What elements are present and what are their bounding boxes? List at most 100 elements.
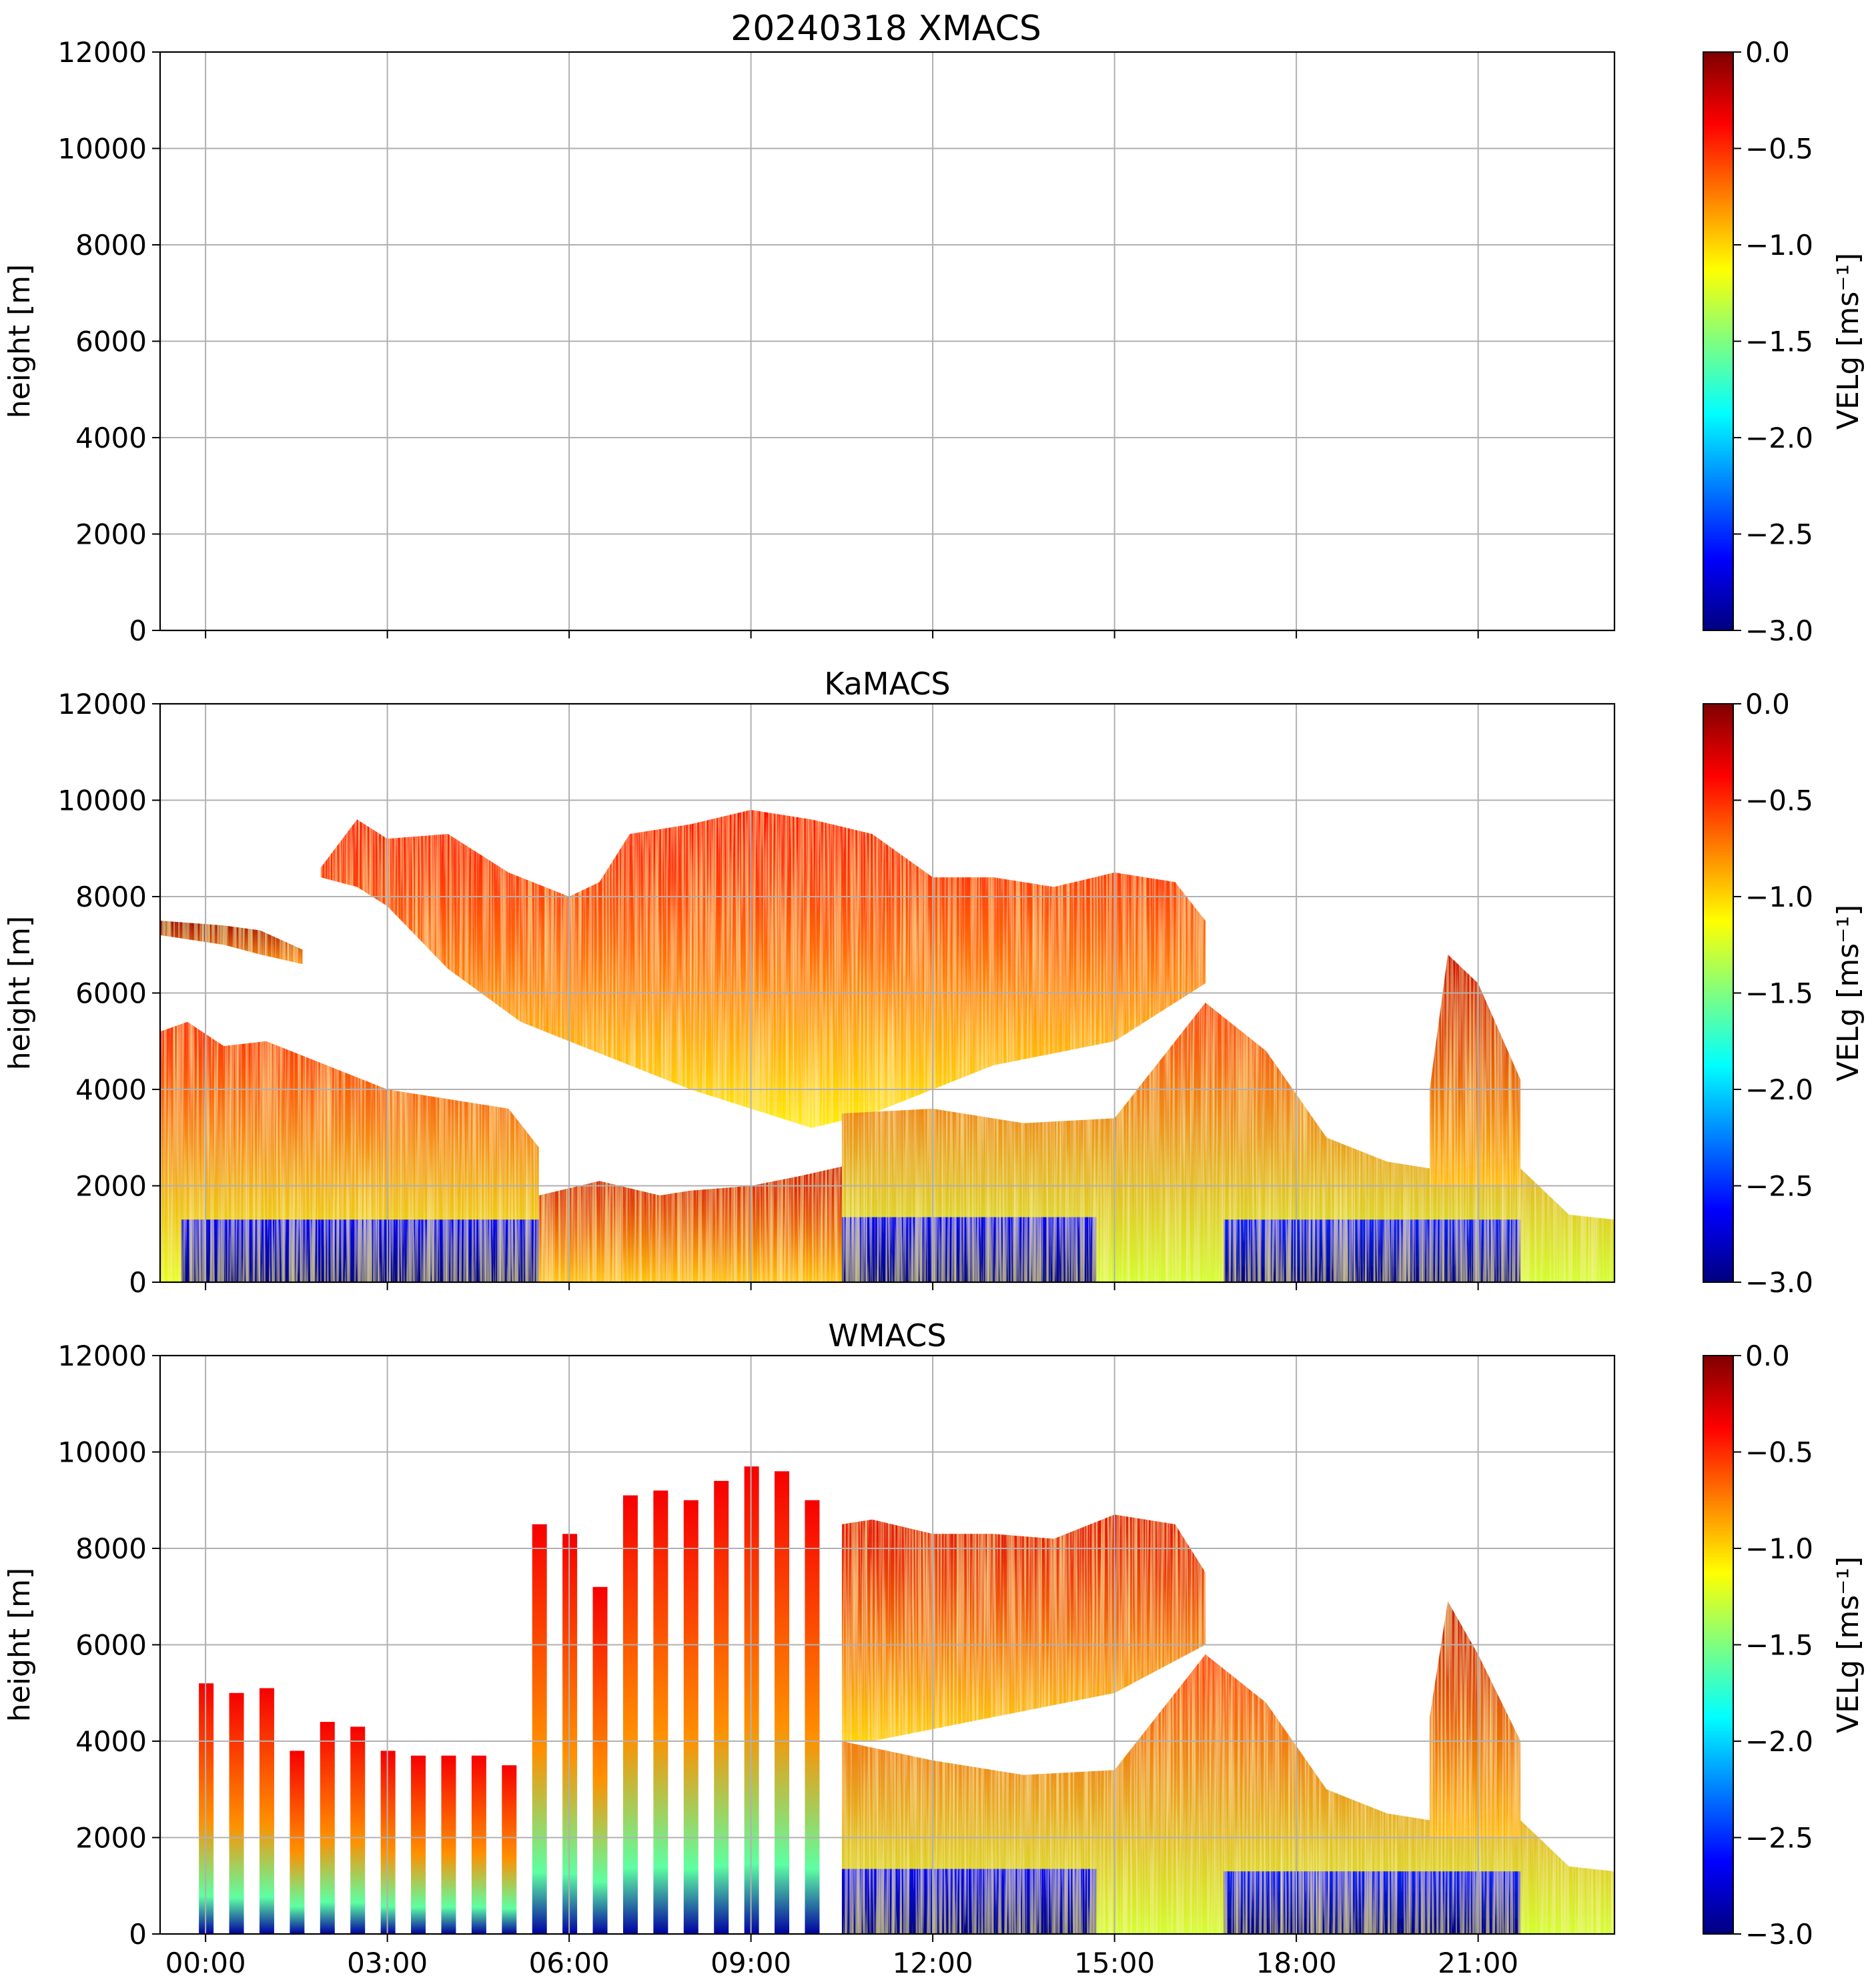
region-low-cloud-late bbox=[841, 1654, 1614, 1934]
y-tick-label: 6000 bbox=[75, 977, 147, 1010]
y-tick-label: 8000 bbox=[75, 881, 147, 913]
scan-stripe bbox=[532, 1524, 547, 1934]
scan-stripe bbox=[350, 1726, 366, 1934]
scan-stripe bbox=[229, 1692, 244, 1934]
scan-stripe bbox=[653, 1490, 668, 1934]
y-tick-label: 6000 bbox=[75, 326, 147, 358]
scan-stripe bbox=[320, 1722, 335, 1934]
colorbar-tick-label: −3.0 bbox=[1745, 1266, 1813, 1299]
region-low-cloud-mid bbox=[538, 1166, 842, 1282]
colorbar-label: VELg [ms⁻¹] bbox=[1831, 253, 1865, 430]
y-axis-label: height [m] bbox=[3, 916, 37, 1070]
data-layer bbox=[160, 810, 1614, 1282]
scan-stripe bbox=[622, 1495, 638, 1934]
x-tick-label: 09:00 bbox=[711, 1947, 791, 1979]
x-tick-label: 15:00 bbox=[1074, 1947, 1155, 1979]
region-thin-layer-early bbox=[160, 921, 303, 965]
region-low-cloud-early bbox=[160, 1021, 539, 1282]
grid bbox=[160, 51, 1614, 631]
scan-stripe bbox=[805, 1500, 820, 1934]
colorbar: 0.0 −0.5 −1.0 −1.5 −2.0 −2.5 −3.0 VELg [ms⁻¹] bbox=[1703, 688, 1865, 1299]
region-convective-tower bbox=[1430, 954, 1521, 1186]
y-tick-label: 2000 bbox=[75, 518, 147, 551]
scan-stripe bbox=[259, 1688, 274, 1934]
scan-stripe bbox=[502, 1765, 517, 1934]
colorbar-tick-label: −2.5 bbox=[1745, 518, 1813, 551]
y-tick-label: 10000 bbox=[57, 133, 147, 165]
y-axis-label: height [m] bbox=[3, 264, 37, 418]
scan-stripe bbox=[775, 1471, 790, 1934]
x-tick-label: 06:00 bbox=[529, 1947, 610, 1979]
scan-stripe bbox=[290, 1751, 305, 1934]
y-tick-label: 10000 bbox=[57, 785, 147, 817]
x-tick-label: 12:00 bbox=[893, 1947, 973, 1979]
colorbar-tick-label: 0.0 bbox=[1745, 36, 1790, 69]
y-tick-label: 0 bbox=[129, 1918, 147, 1951]
region-low-cloud-late bbox=[841, 1003, 1614, 1282]
colorbar-tick-label: −1.0 bbox=[1745, 881, 1813, 913]
y-tick-label: 0 bbox=[129, 1266, 147, 1299]
figure-title: 20240318 XMACS bbox=[731, 9, 1041, 49]
region-upper-cloud bbox=[320, 810, 1206, 1128]
region-convective-tower bbox=[1430, 1601, 1521, 1838]
colorbar-tick-label: −2.0 bbox=[1745, 1073, 1813, 1106]
y-axis-label: height [m] bbox=[3, 1568, 37, 1722]
region-rain-shaft-1 bbox=[181, 1219, 539, 1282]
colorbar-gradient bbox=[1703, 51, 1734, 631]
y-tick-label: 0 bbox=[129, 614, 147, 647]
colorbar-tick-label: −2.5 bbox=[1745, 1822, 1813, 1855]
y-tick-label: 4000 bbox=[75, 1725, 147, 1758]
scan-stripe bbox=[714, 1480, 729, 1934]
colorbar-tick-label: −1.5 bbox=[1745, 326, 1813, 358]
scan-stripe bbox=[683, 1500, 698, 1934]
x-tick-label: 00:00 bbox=[165, 1947, 246, 1979]
region-rain-shaft-2 bbox=[841, 1869, 1097, 1934]
y-tick-label: 2000 bbox=[75, 1170, 147, 1203]
y-tick-label: 2000 bbox=[75, 1822, 147, 1855]
colorbar-tick-label: −1.0 bbox=[1745, 1532, 1813, 1565]
y-tick-label: 6000 bbox=[75, 1629, 147, 1662]
colorbar-tick-label: 0.0 bbox=[1745, 1340, 1790, 1372]
panel-title: WMACS bbox=[828, 1318, 946, 1354]
y-tick-label: 10000 bbox=[57, 1436, 147, 1469]
colorbar-tick-label: −0.5 bbox=[1745, 785, 1813, 817]
scan-stripe bbox=[592, 1586, 608, 1934]
colorbar-tick-label: −3.0 bbox=[1745, 1918, 1813, 1951]
x-tick-label: 21:00 bbox=[1438, 1947, 1518, 1979]
data-layer bbox=[199, 1466, 1614, 1934]
colorbar-tick-label: −1.5 bbox=[1745, 1629, 1813, 1662]
colorbar-tick-label: −2.0 bbox=[1745, 422, 1813, 454]
colorbar-tick-label: −0.5 bbox=[1745, 1436, 1813, 1469]
colorbar-label: VELg [ms⁻¹] bbox=[1831, 905, 1865, 1081]
colorbar-tick-label: −2.5 bbox=[1745, 1170, 1813, 1203]
colorbar: 0.0 −0.5 −1.0 −1.5 −2.0 −2.5 −3.0 VELg [ms⁻¹] bbox=[1703, 36, 1865, 647]
panel-wmacs: WMACS 0 2000 4000 6000 8000 10000 12000 00:00 03:… bbox=[3, 1318, 1865, 1979]
scan-stripe bbox=[471, 1755, 486, 1934]
colorbar-gradient bbox=[1703, 703, 1734, 1283]
y-tick-label: 8000 bbox=[75, 1532, 147, 1565]
y-tick-label: 8000 bbox=[75, 229, 147, 262]
y-tick-label: 4000 bbox=[75, 422, 147, 454]
scan-stripe bbox=[411, 1755, 426, 1934]
panel-title: KaMACS bbox=[824, 666, 950, 702]
colorbar-tick-label: −3.0 bbox=[1745, 614, 1813, 647]
colorbar: 0.0 −0.5 −1.0 −1.5 −2.0 −2.5 −3.0 VELg [ms⁻¹] bbox=[1703, 1340, 1865, 1951]
panel-kamacs: KaMACS 0 2000 4000 6000 8000 10000 12000 height … bbox=[3, 666, 1865, 1299]
region-rain-shaft-2 bbox=[841, 1217, 1097, 1282]
x-tick-label: 18:00 bbox=[1256, 1947, 1337, 1979]
region-rain-shaft-3 bbox=[1224, 1219, 1521, 1282]
y-tick-label: 12000 bbox=[57, 36, 147, 69]
colorbar-tick-label: −1.0 bbox=[1745, 229, 1813, 262]
colorbar-tick-label: −1.5 bbox=[1745, 977, 1813, 1010]
colorbar-tick-label: 0.0 bbox=[1745, 688, 1790, 720]
x-tick-label: 03:00 bbox=[347, 1947, 428, 1979]
colorbar-label: VELg [ms⁻¹] bbox=[1831, 1556, 1865, 1733]
y-tick-label: 12000 bbox=[57, 1340, 147, 1372]
y-tick-label: 4000 bbox=[75, 1073, 147, 1106]
y-tick-label: 12000 bbox=[57, 688, 147, 720]
panel-xmacs: 0 2000 4000 6000 8000 10000 12000 height [m] 0.0… bbox=[3, 36, 1865, 647]
colorbar-tick-label: −2.0 bbox=[1745, 1725, 1813, 1758]
colorbar-tick-label: −0.5 bbox=[1745, 133, 1813, 165]
scan-stripe bbox=[441, 1755, 456, 1934]
